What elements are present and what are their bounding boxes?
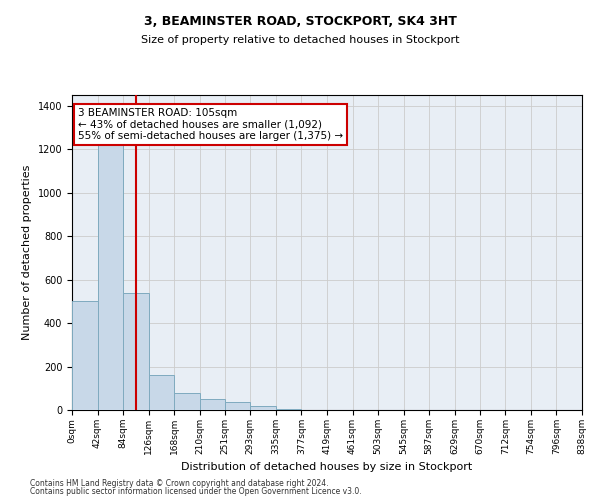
Bar <box>123 292 149 410</box>
Bar <box>276 409 301 410</box>
Bar <box>174 392 200 410</box>
Bar <box>250 406 276 410</box>
Y-axis label: Number of detached properties: Number of detached properties <box>22 165 32 340</box>
Text: 3, BEAMINSTER ROAD, STOCKPORT, SK4 3HT: 3, BEAMINSTER ROAD, STOCKPORT, SK4 3HT <box>143 15 457 28</box>
Text: Size of property relative to detached houses in Stockport: Size of property relative to detached ho… <box>141 35 459 45</box>
Bar <box>149 375 174 410</box>
Bar <box>200 399 225 410</box>
Text: Contains HM Land Registry data © Crown copyright and database right 2024.: Contains HM Land Registry data © Crown c… <box>30 478 329 488</box>
Text: Contains public sector information licensed under the Open Government Licence v3: Contains public sector information licen… <box>30 487 362 496</box>
Bar <box>98 140 123 410</box>
Text: 3 BEAMINSTER ROAD: 105sqm
← 43% of detached houses are smaller (1,092)
55% of se: 3 BEAMINSTER ROAD: 105sqm ← 43% of detac… <box>78 108 343 141</box>
X-axis label: Distribution of detached houses by size in Stockport: Distribution of detached houses by size … <box>181 462 473 472</box>
Bar <box>225 402 250 410</box>
Bar <box>72 302 98 410</box>
